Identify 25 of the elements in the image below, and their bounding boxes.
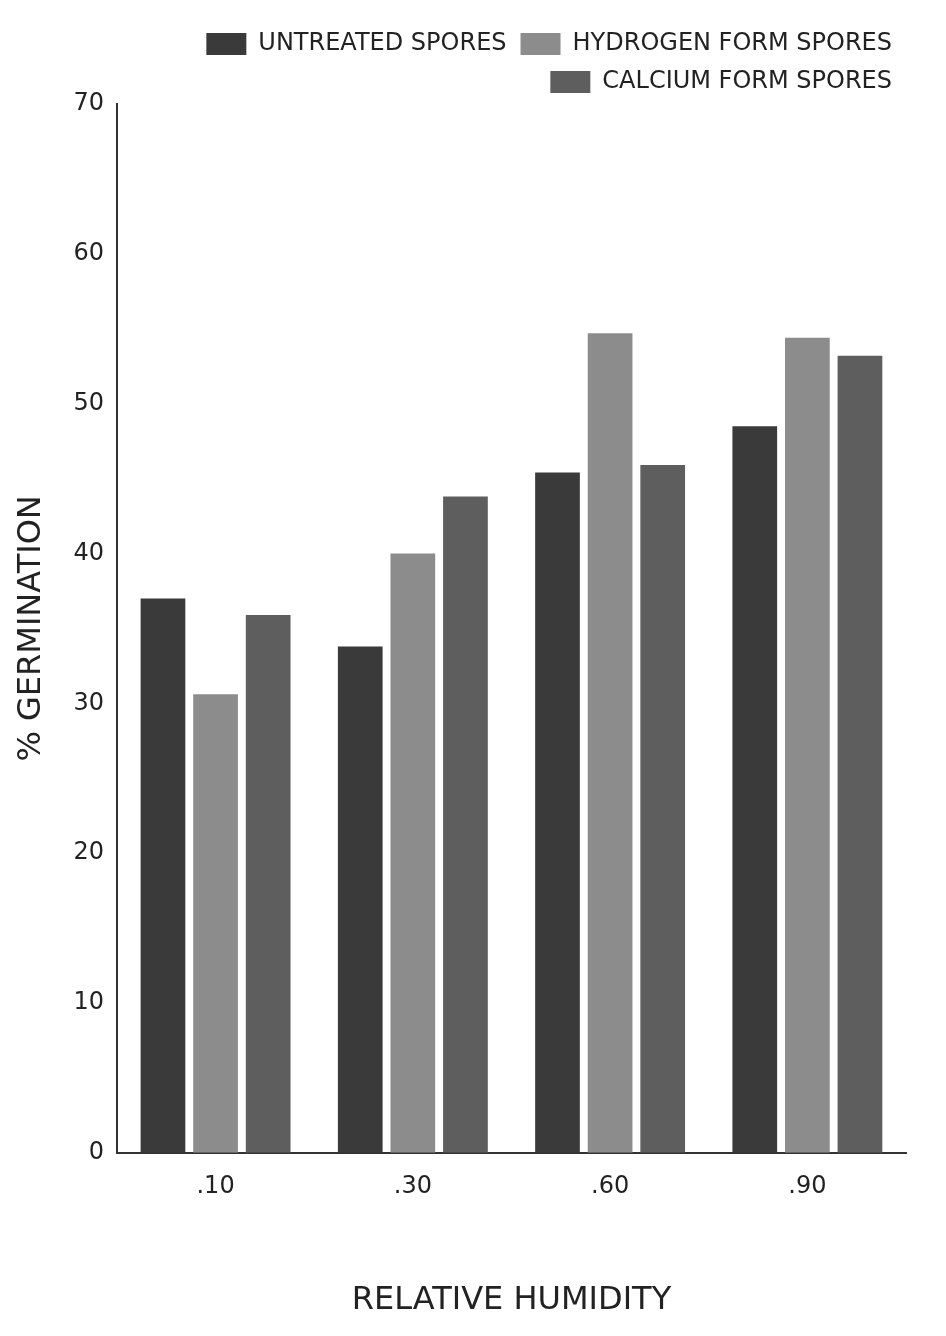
x-tick-label: .10 bbox=[196, 1171, 235, 1200]
x-axis-title: RELATIVE HUMIDITY bbox=[351, 1279, 672, 1318]
y-tick-label: 70 bbox=[73, 88, 104, 117]
bar bbox=[785, 337, 830, 1153]
bar bbox=[443, 496, 488, 1153]
y-tick-label: 60 bbox=[73, 238, 104, 267]
legend-label: UNTREATED SPORES bbox=[258, 28, 507, 57]
y-tick-label: 0 bbox=[88, 1137, 104, 1166]
x-tick-label: .30 bbox=[393, 1171, 432, 1200]
y-tick-label: 20 bbox=[73, 837, 104, 866]
bar bbox=[245, 614, 291, 1153]
y-tick-label: 10 bbox=[73, 987, 104, 1016]
y-tick-label: 30 bbox=[73, 687, 104, 716]
y-tick-label: 50 bbox=[73, 387, 104, 416]
legend-label: HYDROGEN FORM SPORES bbox=[572, 28, 893, 57]
x-tick-label: .60 bbox=[591, 1171, 630, 1200]
bar bbox=[587, 333, 633, 1153]
bar bbox=[193, 694, 238, 1153]
bar bbox=[390, 553, 436, 1153]
y-tick-label: 40 bbox=[73, 537, 104, 566]
legend-label: CALCIUM FORM SPORES bbox=[602, 66, 893, 95]
bar bbox=[837, 355, 883, 1153]
bar bbox=[640, 465, 686, 1153]
x-tick-label: .90 bbox=[788, 1171, 827, 1200]
y-axis-title: % GERMINATION bbox=[9, 495, 48, 762]
